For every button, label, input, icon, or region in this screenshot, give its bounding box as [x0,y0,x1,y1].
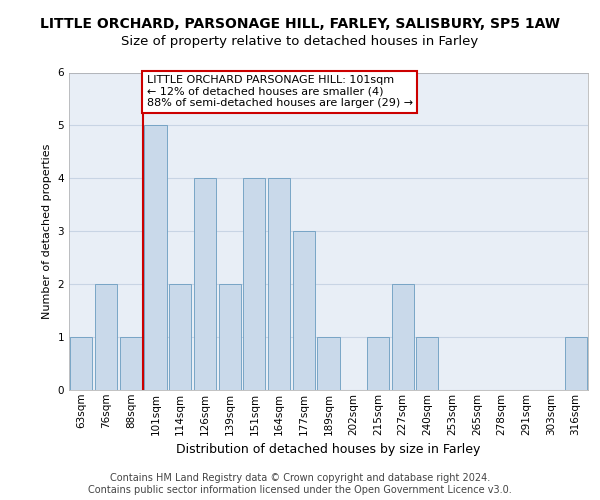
Text: Contains HM Land Registry data © Crown copyright and database right 2024.
Contai: Contains HM Land Registry data © Crown c… [88,474,512,495]
Bar [169,284,191,390]
Bar [416,337,439,390]
Bar [119,337,142,390]
Bar [268,178,290,390]
Bar [218,284,241,390]
Bar [392,284,414,390]
Bar [95,284,117,390]
Text: LITTLE ORCHARD, PARSONAGE HILL, FARLEY, SALISBURY, SP5 1AW: LITTLE ORCHARD, PARSONAGE HILL, FARLEY, … [40,18,560,32]
Text: LITTLE ORCHARD PARSONAGE HILL: 101sqm
← 12% of detached houses are smaller (4)
8: LITTLE ORCHARD PARSONAGE HILL: 101sqm ← … [147,75,413,108]
X-axis label: Distribution of detached houses by size in Farley: Distribution of detached houses by size … [176,443,481,456]
Bar [145,126,167,390]
Bar [293,231,315,390]
Bar [565,337,587,390]
Bar [367,337,389,390]
Bar [243,178,265,390]
Bar [194,178,216,390]
Bar [70,337,92,390]
Y-axis label: Number of detached properties: Number of detached properties [42,144,52,319]
Text: Size of property relative to detached houses in Farley: Size of property relative to detached ho… [121,35,479,48]
Bar [317,337,340,390]
